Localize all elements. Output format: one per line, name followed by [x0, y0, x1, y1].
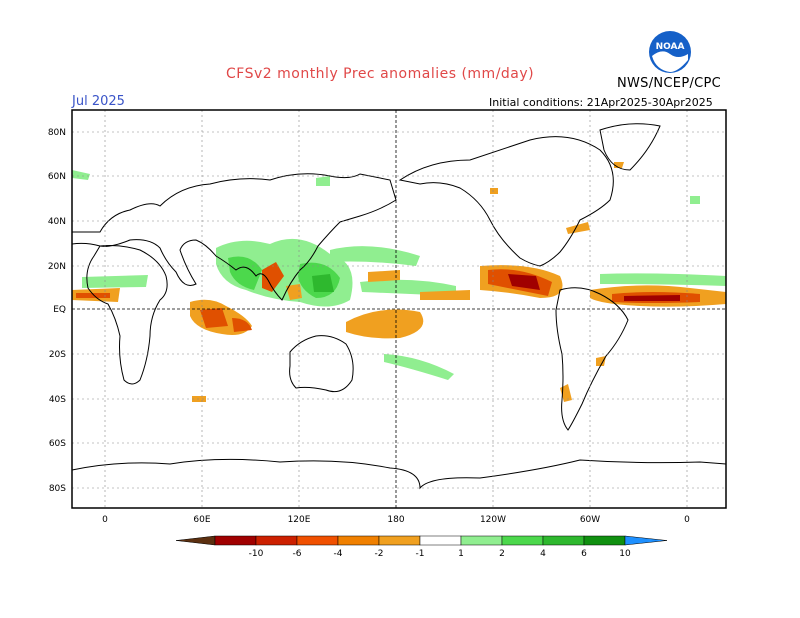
- colorbar-swatch: [214, 535, 257, 546]
- lon-label: 60W: [580, 515, 600, 525]
- lat-label: 60N: [48, 172, 66, 182]
- lat-label: 80S: [49, 484, 66, 494]
- colorbar-label: 10: [619, 549, 631, 559]
- colorbar-label: -10: [249, 549, 264, 559]
- colorbar-arrow-left: [175, 535, 216, 546]
- colorbar-label: 4: [540, 549, 546, 559]
- lat-label: 60S: [49, 439, 66, 449]
- map-frame: [71, 109, 727, 509]
- lat-label: 20S: [49, 350, 66, 360]
- svg-text:NOAA: NOAA: [656, 42, 685, 52]
- colorbar-label: 2: [499, 549, 505, 559]
- lat-label: 40S: [49, 395, 66, 405]
- colorbar-swatch: [583, 535, 626, 546]
- colorbar-swatch: [378, 535, 421, 546]
- colorbar-label: -4: [334, 549, 343, 559]
- colorbar-swatch: [337, 535, 380, 546]
- lon-label: 0: [102, 515, 108, 525]
- colorbar-swatch: [460, 535, 503, 546]
- colorbar-swatch: [501, 535, 544, 546]
- lat-labels: 80N 60N 40N 20N EQ 20S 40S 60S 80S: [48, 128, 66, 494]
- colorbar-swatch: [419, 535, 462, 546]
- colorbar: -10 -6 -4 -2 -1 1 2 4 6 10: [175, 535, 668, 559]
- colorbar-swatch: [296, 535, 339, 546]
- lat-label: EQ: [53, 305, 66, 315]
- graticule: [72, 110, 726, 508]
- forecast-month: Jul 2025: [72, 94, 125, 109]
- lat-label: 80N: [48, 128, 66, 138]
- lon-label: 120E: [288, 515, 311, 525]
- agency-label: NWS/NCEP/CPC: [617, 76, 722, 91]
- colorbar-label: -6: [293, 549, 302, 559]
- colorbar-swatch: [542, 535, 585, 546]
- colorbar-label: -1: [416, 549, 425, 559]
- colorbar-swatch: [255, 535, 298, 546]
- lon-label: 60E: [193, 515, 210, 525]
- lon-label: 120W: [480, 515, 506, 525]
- lon-label: 180: [387, 515, 404, 525]
- lat-label: 40N: [48, 217, 66, 227]
- lon-label: 0: [684, 515, 690, 525]
- colorbar-label: 6: [581, 549, 587, 559]
- noaa-logo: NOAA: [649, 31, 691, 73]
- colorbar-label: 1: [458, 549, 464, 559]
- anomaly-fields: [72, 162, 726, 402]
- initial-conditions: Initial conditions: 21Apr2025-30Apr2025: [489, 96, 713, 109]
- colorbar-arrow-right: [624, 535, 668, 546]
- lon-labels: 0 60E 120E 180 120W 60W 0: [102, 515, 690, 525]
- coastlines: [71, 123, 727, 490]
- lat-label: 20N: [48, 262, 66, 272]
- colorbar-label: -2: [375, 549, 384, 559]
- chart-title: CFSv2 monthly Prec anomalies (mm/day): [226, 66, 535, 82]
